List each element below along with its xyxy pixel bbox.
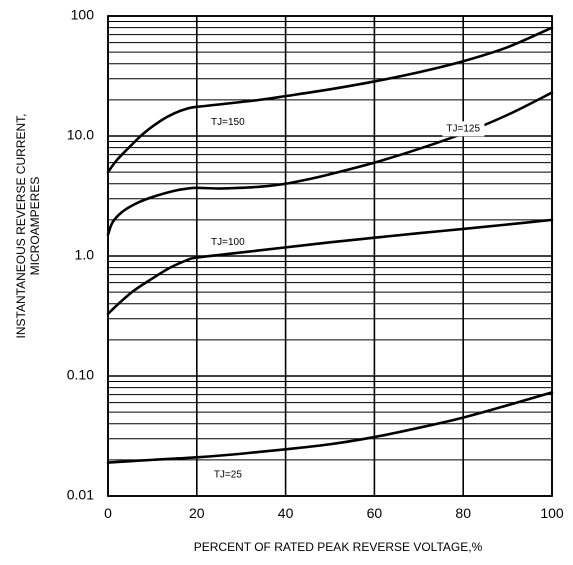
- curve-tj-25: [106, 391, 554, 464]
- x-tick-label: 100: [540, 505, 564, 521]
- curves-layer: [106, 26, 554, 464]
- curve-tj-125: [106, 91, 554, 237]
- y-axis-title-line: MICROAMPERES: [28, 177, 42, 276]
- curve-label-tj-125: TJ=125: [446, 123, 480, 134]
- x-tick-label: 80: [455, 505, 471, 521]
- y-tick-label: 0.10: [67, 367, 94, 383]
- curve-label-tj-150: TJ=150: [211, 117, 245, 128]
- x-tick-label: 40: [278, 505, 294, 521]
- y-tick-label: 1.0: [75, 247, 95, 263]
- x-tick-label: 0: [104, 505, 112, 521]
- y-tick-label: 10.0: [67, 127, 94, 143]
- curve-label-tj-25: TJ=25: [214, 470, 243, 481]
- curve-label-bg-tj-125: [442, 121, 485, 137]
- curve-label-bg-tj-100: [207, 234, 250, 250]
- curve-tj-100: [106, 218, 554, 316]
- plot-frame: [107, 15, 553, 497]
- x-axis-title: PERCENT OF RATED PEAK REVERSE VOLTAGE,%: [194, 540, 483, 554]
- tick-labels-layer: 0 20 40 60 80 100 0.01 0.10 1.0 10.0 100: [67, 7, 564, 521]
- y-tick-label: 100: [71, 7, 95, 23]
- y-axis-title-line: INSTANTANEOUS REVERSE CURRENT,: [14, 114, 28, 339]
- curve-label-bg-tj-25: [209, 467, 247, 483]
- axis-titles-layer: PERCENT OF RATED PEAK REVERSE VOLTAGE,% I…: [14, 114, 483, 554]
- curve-label-tj-100: TJ=100: [211, 237, 245, 248]
- curve-labels-layer: TJ=150 TJ=125 TJ=100 TJ=25: [207, 114, 485, 483]
- y-tick-label: 0.01: [67, 487, 94, 503]
- x-tick-label: 20: [189, 505, 205, 521]
- curve-label-bg-tj-150: [207, 114, 250, 130]
- curve-tj-150: [106, 26, 554, 174]
- x-tick-label: 60: [367, 505, 383, 521]
